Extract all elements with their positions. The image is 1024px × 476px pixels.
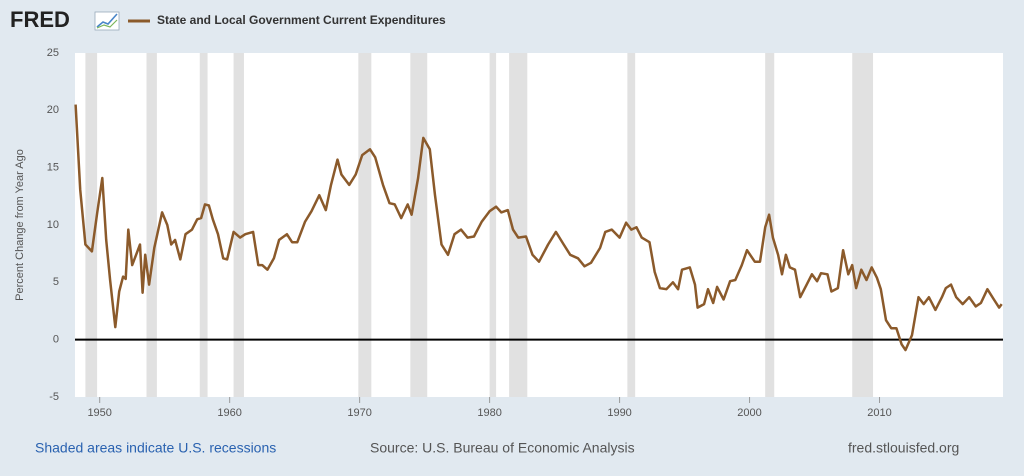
y-tick-label: 10: [47, 219, 59, 231]
recession-band: [489, 53, 497, 397]
legend-label: State and Local Government Current Expen…: [157, 13, 446, 27]
logo-icon: [94, 11, 120, 31]
recession-band: [85, 53, 98, 397]
y-tick-label: 0: [53, 334, 59, 346]
y-tick-label: 25: [47, 47, 59, 59]
y-tick-label: -5: [49, 391, 59, 403]
recession-band: [233, 53, 244, 397]
x-tick-label: 1960: [217, 407, 241, 419]
recession-band: [627, 53, 636, 397]
y-tick-label: 20: [47, 104, 59, 116]
recession-note[interactable]: Shaded areas indicate U.S. recessions: [35, 440, 276, 456]
logo: FRED: [10, 7, 70, 32]
x-tick-label: 2010: [867, 407, 891, 419]
source: Source: U.S. Bureau of Economic Analysis: [370, 440, 635, 456]
y-axis-label: Percent Change from Year Ago: [14, 149, 26, 301]
recession-band: [410, 53, 428, 397]
x-tick-label: 1980: [477, 407, 501, 419]
recession-band: [199, 53, 208, 397]
x-tick-label: 1990: [607, 407, 631, 419]
x-tick-label: 2000: [737, 407, 761, 419]
recession-band: [509, 53, 528, 397]
x-tick-label: 1950: [87, 407, 111, 419]
data-line: [74, 104, 1003, 352]
recession-band: [146, 53, 157, 397]
y-tick-label: 5: [53, 276, 59, 288]
recession-band: [358, 53, 372, 397]
site[interactable]: fred.stlouisfed.org: [848, 440, 959, 456]
y-tick-label: 15: [47, 162, 59, 174]
recession-band: [852, 53, 874, 397]
x-tick-label: 1970: [347, 407, 371, 419]
